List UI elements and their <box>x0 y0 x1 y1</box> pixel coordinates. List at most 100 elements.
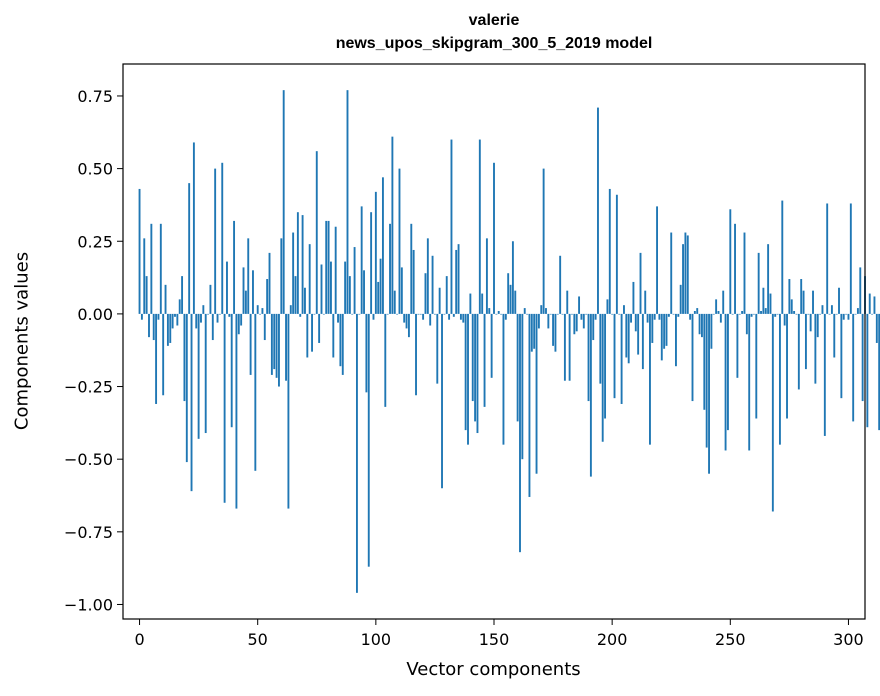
bar-95 <box>363 270 365 314</box>
bar-257 <box>745 313 748 335</box>
bar-54 <box>266 279 269 314</box>
bar-9 <box>159 223 162 314</box>
bar-271 <box>778 313 781 445</box>
bar-25 <box>197 313 200 439</box>
bar-241 <box>708 313 710 474</box>
bar-262 <box>757 252 760 314</box>
bar-62 <box>285 313 287 381</box>
bar-162 <box>521 313 524 460</box>
bar-122 <box>426 238 429 314</box>
y-tick-label: −0.25 <box>64 378 113 397</box>
x-tick-label: 300 <box>833 630 864 649</box>
bar-181 <box>566 290 569 314</box>
bar-179 <box>561 313 564 315</box>
bar-238 <box>701 313 703 338</box>
bar-312 <box>875 313 878 343</box>
bar-283 <box>807 313 810 315</box>
bar-120 <box>422 313 425 320</box>
bar-119 <box>419 313 422 315</box>
bar-11 <box>164 284 167 314</box>
bar-1 <box>140 313 143 320</box>
bar-223 <box>665 313 668 346</box>
bar-278 <box>795 313 798 315</box>
bar-249 <box>726 313 729 431</box>
bar-294 <box>833 313 836 358</box>
bar-175 <box>552 313 555 346</box>
bar-255 <box>741 310 744 314</box>
bar-22 <box>190 313 193 492</box>
bar-259 <box>750 313 753 317</box>
bar-215 <box>646 313 649 323</box>
bar-303 <box>854 313 857 315</box>
bar-81 <box>330 261 332 314</box>
bar-247 <box>722 290 725 314</box>
bar-26 <box>200 313 202 323</box>
y-tick-label: −0.50 <box>64 450 113 469</box>
bar-77 <box>320 264 323 314</box>
x-tick-label: 250 <box>715 630 746 649</box>
bar-155 <box>504 313 507 320</box>
bar-295 <box>835 313 838 315</box>
bar-124 <box>431 255 434 314</box>
bar-105 <box>386 313 389 315</box>
x-tick-label: 200 <box>597 630 628 649</box>
bar-29 <box>207 313 210 315</box>
bar-173 <box>547 313 550 329</box>
bar-211 <box>637 313 640 355</box>
bar-6 <box>152 313 155 341</box>
bar-193 <box>594 313 597 320</box>
y-tick-label: −0.75 <box>64 523 113 542</box>
bar-158 <box>511 241 514 314</box>
bar-83 <box>334 226 337 314</box>
bar-281 <box>802 290 805 314</box>
bar-171 <box>542 168 545 314</box>
bar-229 <box>679 284 682 314</box>
bar-254 <box>738 313 741 315</box>
bar-301 <box>849 203 852 314</box>
bar-184 <box>573 313 576 335</box>
bar-264 <box>762 287 765 314</box>
bar-213 <box>641 313 644 370</box>
bar-288 <box>819 313 822 315</box>
bar-276 <box>790 299 793 314</box>
bar-67 <box>296 212 299 314</box>
bar-117 <box>415 313 417 396</box>
bar-178 <box>559 255 562 314</box>
bar-141 <box>471 313 474 402</box>
y-tick-label: 0.00 <box>77 305 113 324</box>
bar-114 <box>407 313 410 338</box>
bar-170 <box>540 305 543 314</box>
bar-147 <box>485 238 488 314</box>
bar-4 <box>148 313 150 338</box>
bar-163 <box>523 308 526 314</box>
bar-130 <box>445 276 448 314</box>
bar-202 <box>615 194 618 314</box>
bar-228 <box>677 313 680 317</box>
bar-116 <box>412 249 415 314</box>
bar-200 <box>611 313 614 315</box>
bar-64 <box>289 305 292 314</box>
bar-92 <box>355 313 358 593</box>
bars-group <box>138 90 880 593</box>
bar-18 <box>181 276 184 314</box>
bar-58 <box>275 313 278 378</box>
bar-311 <box>873 296 876 314</box>
bar-191 <box>589 313 592 477</box>
bar-244 <box>715 299 718 314</box>
bar-12 <box>166 313 169 346</box>
bar-3 <box>145 276 148 314</box>
bar-94 <box>360 206 363 314</box>
bar-205 <box>623 305 625 314</box>
bar-82 <box>332 313 335 358</box>
bar-185 <box>575 313 578 332</box>
bar-148 <box>488 308 491 314</box>
bar-190 <box>587 313 590 402</box>
bar-167 <box>533 313 536 349</box>
bar-33 <box>216 313 219 323</box>
bar-164 <box>526 313 529 315</box>
bar-176 <box>554 313 557 352</box>
bar-110 <box>398 168 401 314</box>
bar-267 <box>769 293 772 314</box>
bar-133 <box>452 313 455 317</box>
bar-160 <box>516 313 519 422</box>
